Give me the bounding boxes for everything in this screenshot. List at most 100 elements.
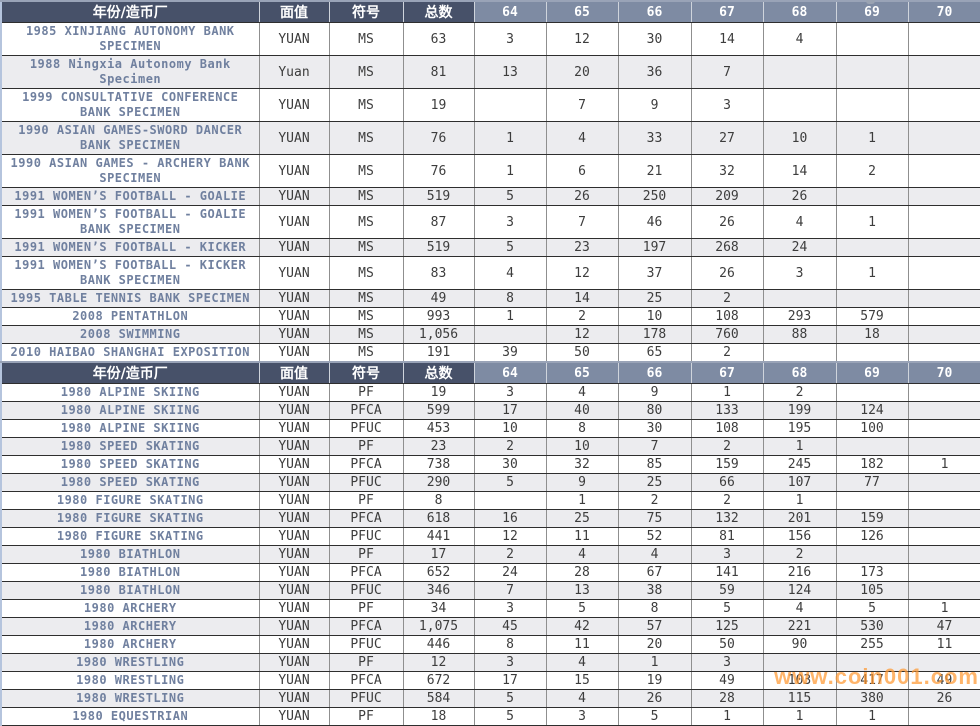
- grade-column-header: 70: [907, 361, 980, 384]
- denomination-cell: YUAN: [258, 707, 330, 726]
- coin-name-cell: 2008 SWIMMING: [0, 325, 260, 344]
- grade-count-cell: 159: [835, 509, 909, 528]
- grade-count-cell: 5: [473, 238, 547, 257]
- coin-name-cell: 1980 BIATHLON: [0, 545, 260, 564]
- header-row: 年份/造币厂 面值 符号 总数 64 65 66 67 68 69 70: [0, 361, 980, 384]
- grade-count-cell: 3: [690, 545, 764, 564]
- symbol-cell: PF: [328, 707, 404, 726]
- table-row: 1980 WRESTLING YUAN PF 12 3 4 1 3: [0, 653, 980, 672]
- symbol-cell: PF: [328, 383, 404, 402]
- grade-count-cell: 103: [762, 671, 837, 690]
- symbol-cell: MS: [328, 343, 404, 363]
- grade-count-cell: 49: [907, 671, 980, 690]
- coin-name-cell: 2008 PENTATHLON: [0, 307, 260, 326]
- grade-count-cell: 45: [473, 617, 547, 636]
- coin-name-cell: 1990 ASIAN GAMES - ARCHERY BANK SPECIMEN: [0, 154, 260, 188]
- grade-count-cell: 26: [762, 187, 837, 206]
- grade-count-cell: [907, 55, 980, 89]
- grade-count-cell: 12: [473, 527, 547, 546]
- denomination-cell: YUAN: [258, 563, 330, 582]
- total-cell: 441: [402, 527, 475, 546]
- grade-count-cell: 141: [690, 563, 764, 582]
- denomination-cell: YUAN: [258, 88, 330, 122]
- grade-count-cell: 9: [617, 383, 692, 402]
- grade-count-cell: 5: [690, 599, 764, 618]
- denomination-cell: YUAN: [258, 289, 330, 308]
- table-row: 1985 XINJIANG AUTONOMY BANK SPECIMEN YUAN…: [0, 22, 980, 56]
- grade-count-cell: [762, 55, 837, 89]
- coin-name-cell: 1980 FIGURE SKATING: [0, 509, 260, 528]
- coin-name-cell: 1980 ARCHERY: [0, 635, 260, 654]
- total-cell: 23: [402, 437, 475, 456]
- grade-count-cell: [907, 401, 980, 420]
- grade-column-header: 69: [835, 0, 909, 23]
- grade-count-cell: 25: [545, 509, 619, 528]
- grade-count-cell: 250: [617, 187, 692, 206]
- grade-count-cell: 33: [617, 121, 692, 155]
- denomination-cell: YUAN: [258, 689, 330, 708]
- grade-count-cell: 221: [762, 617, 837, 636]
- grade-count-cell: [907, 121, 980, 155]
- grade-column-header: 66: [617, 361, 692, 384]
- table-row: 2010 HAIBAO SHANGHAI EXPOSITION YUAN MS 191…: [0, 343, 980, 363]
- denomination-cell: YUAN: [258, 527, 330, 546]
- denomination-cell: YUAN: [258, 343, 330, 363]
- grade-count-cell: [835, 545, 909, 564]
- grade-count-cell: [835, 238, 909, 257]
- table-row: 1990 ASIAN GAMES - ARCHERY BANK SPECIMEN…: [0, 154, 980, 188]
- total-cell: 618: [402, 509, 475, 528]
- grade-count-cell: 7: [545, 205, 619, 239]
- grade-count-cell: 5: [617, 707, 692, 726]
- grade-count-cell: 1: [907, 455, 980, 474]
- grade-count-cell: 21: [617, 154, 692, 188]
- total-cell: 346: [402, 581, 475, 600]
- coin-name-cell: 1980 FIGURE SKATING: [0, 491, 260, 510]
- grade-count-cell: 27: [690, 121, 764, 155]
- grade-count-cell: 11: [545, 635, 619, 654]
- table-row: 2008 SWIMMING YUAN MS 1,056 12 178 760 88 18: [0, 325, 980, 344]
- grade-count-cell: 380: [835, 689, 909, 708]
- grade-count-cell: 46: [617, 205, 692, 239]
- grade-count-cell: 1: [545, 491, 619, 510]
- coin-name-cell: 1991 WOMEN’S FOOTBALL - KICKER: [0, 238, 260, 257]
- grade-count-cell: 15: [545, 671, 619, 690]
- total-cell: 81: [402, 55, 475, 89]
- grade-column-header: 68: [762, 0, 837, 23]
- grade-count-cell: 10: [762, 121, 837, 155]
- denomination-cell: YUAN: [258, 437, 330, 456]
- grade-count-cell: 77: [835, 473, 909, 492]
- grade-count-cell: [835, 187, 909, 206]
- grade-count-cell: 1: [835, 256, 909, 290]
- column-header-denomination: 面值: [258, 0, 330, 23]
- grade-count-cell: 11: [545, 527, 619, 546]
- coin-name-cell: 1980 WRESTLING: [0, 653, 260, 672]
- grade-column-header: 65: [545, 361, 619, 384]
- total-cell: 453: [402, 419, 475, 438]
- table-row: 1980 SPEED SKATING YUAN PFUC 290 5 9 25 66 107 77: [0, 473, 980, 492]
- coin-name-cell: 1980 SPEED SKATING: [0, 437, 260, 456]
- grade-count-cell: 530: [835, 617, 909, 636]
- denomination-cell: YUAN: [258, 635, 330, 654]
- grade-count-cell: 13: [473, 55, 547, 89]
- grade-count-cell: [835, 55, 909, 89]
- grade-count-cell: 760: [690, 325, 764, 344]
- grade-count-cell: [835, 289, 909, 308]
- grade-count-cell: [762, 343, 837, 363]
- coin-name-cell: 1985 XINJIANG AUTONOMY BANK SPECIMEN: [0, 22, 260, 56]
- symbol-cell: PFCA: [328, 671, 404, 690]
- symbol-cell: MS: [328, 88, 404, 122]
- table-row: 1980 FIGURE SKATING YUAN PF 8 1 2 2 1: [0, 491, 980, 510]
- grade-count-cell: 4: [545, 121, 619, 155]
- grade-count-cell: 178: [617, 325, 692, 344]
- grade-count-cell: 2: [762, 383, 837, 402]
- denomination-cell: YUAN: [258, 307, 330, 326]
- grade-count-cell: [835, 437, 909, 456]
- grade-count-cell: 124: [835, 401, 909, 420]
- grade-count-cell: [907, 187, 980, 206]
- grade-count-cell: 7: [473, 581, 547, 600]
- denomination-cell: YUAN: [258, 671, 330, 690]
- denomination-cell: YUAN: [258, 545, 330, 564]
- symbol-cell: MS: [328, 187, 404, 206]
- total-cell: 34: [402, 599, 475, 618]
- total-cell: 446: [402, 635, 475, 654]
